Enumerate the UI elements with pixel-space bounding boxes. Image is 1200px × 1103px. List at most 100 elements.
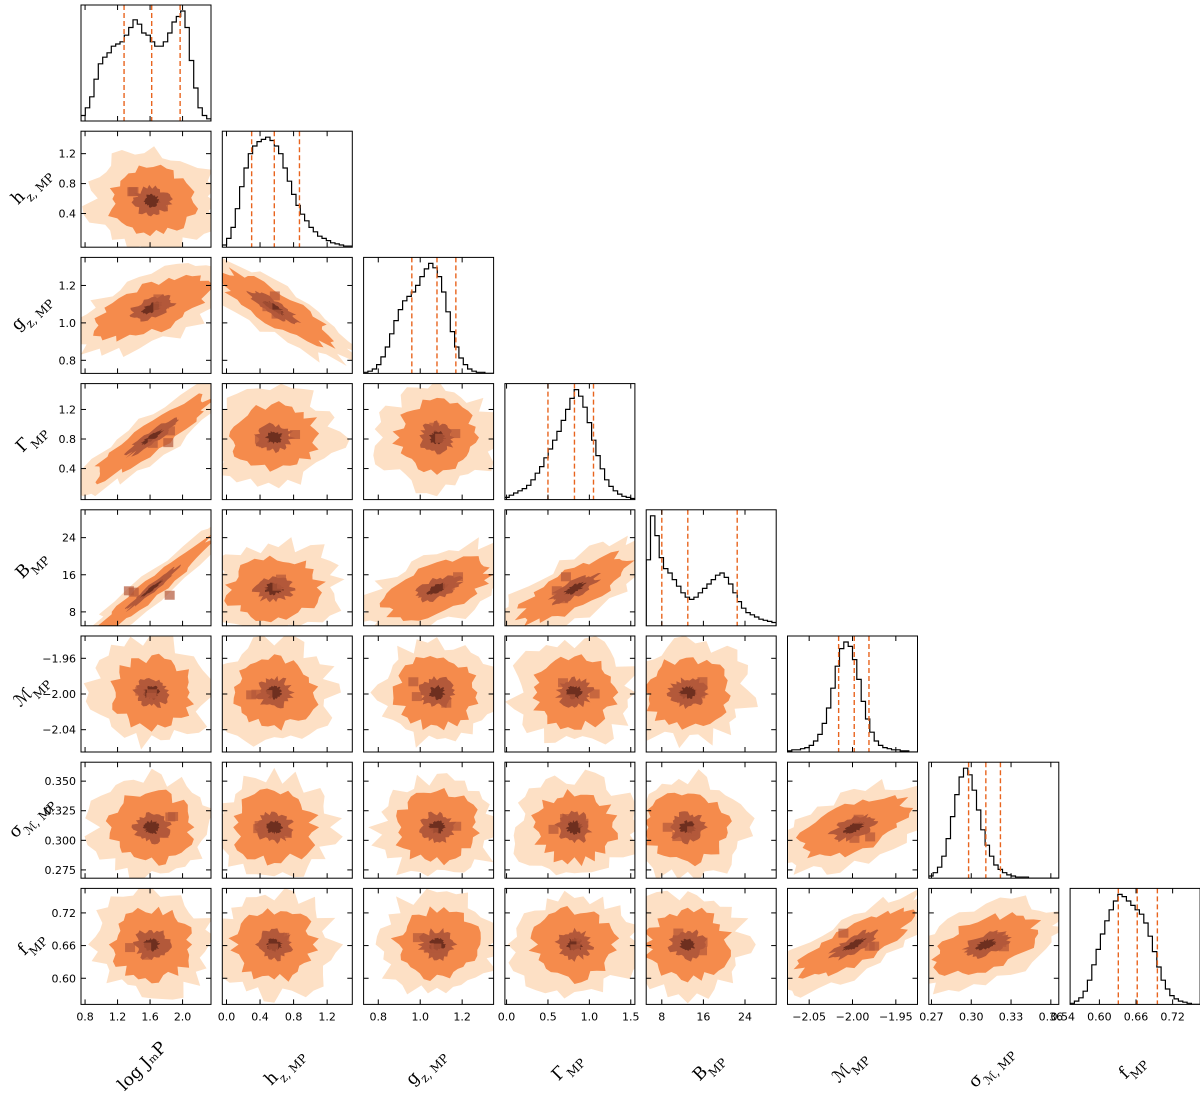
- x-tick-label: 24: [738, 1010, 752, 1023]
- density-patch: [570, 932, 581, 942]
- x-tick-label: 16: [696, 1010, 710, 1023]
- density-patch: [251, 689, 262, 699]
- density-patch: [560, 814, 571, 824]
- density-patch: [159, 299, 170, 309]
- histogram-3: [504, 389, 635, 500]
- density-patch: [560, 572, 571, 582]
- panel-frame: [504, 887, 636, 1005]
- panel-frame: [928, 761, 1060, 879]
- density-patch: [548, 824, 559, 834]
- density-patch: [142, 950, 153, 960]
- x-tick-label: −2.00: [836, 1010, 870, 1023]
- x-tick-label: 1.0: [411, 1010, 429, 1023]
- density-level-3: [143, 193, 161, 208]
- density-patch: [279, 932, 290, 942]
- density-patch: [262, 690, 273, 700]
- y-tick-label: 0.4: [59, 463, 77, 476]
- density-patch: [673, 928, 684, 938]
- density-patch: [578, 818, 589, 828]
- panel-frame: [363, 761, 495, 879]
- panel-3-0: [80, 383, 212, 501]
- density-patch: [163, 438, 174, 448]
- panel-frame: [221, 509, 353, 627]
- x-tick-label: 0.33: [999, 1010, 1024, 1023]
- x-tick-label: 0.30: [959, 1010, 984, 1023]
- y-tick-label: 1.0: [59, 317, 77, 330]
- density-patch: [442, 580, 453, 590]
- density-patch: [281, 828, 292, 838]
- x-tick-label: 0.66: [1124, 1010, 1149, 1023]
- y-tick-label: 1.2: [59, 279, 77, 292]
- panel-frame: [221, 761, 353, 879]
- y-tick-label: 0.8: [59, 354, 77, 367]
- panel-4-1: [221, 509, 353, 627]
- x-tick-label: 0.54: [1051, 1010, 1076, 1023]
- y-tick-label: 1.2: [59, 148, 77, 161]
- x-tick-label: 0.5: [539, 1010, 557, 1023]
- axis-label-4: BMP: [12, 546, 53, 587]
- y-tick-label: −2.00: [42, 688, 76, 701]
- density-patch: [451, 821, 462, 831]
- density-patch: [695, 689, 706, 699]
- panel-frame: [80, 256, 212, 374]
- panel-6-6: [928, 761, 1060, 879]
- panel-6-4: [645, 761, 777, 879]
- y-tick-label: 1.2: [59, 403, 77, 416]
- panel-frame: [221, 256, 353, 374]
- density-patch: [408, 677, 419, 687]
- density-patch: [135, 686, 146, 696]
- panel-7-2: [363, 887, 495, 1005]
- y-tick-label: −2.04: [42, 724, 76, 737]
- density-level-3: [428, 684, 446, 701]
- density-patch: [662, 822, 673, 832]
- density-patch: [435, 433, 446, 443]
- density-patch: [687, 826, 698, 836]
- density-level-3: [563, 581, 587, 595]
- density-patch: [558, 678, 569, 688]
- density-patch: [168, 811, 179, 821]
- panel-5-3: [504, 635, 636, 753]
- density-patch: [864, 941, 875, 951]
- axis-label-5: ℳMP: [828, 1046, 873, 1091]
- panel-7-5: [787, 887, 918, 1005]
- x-tick-label: 1.2: [318, 1010, 336, 1023]
- y-tick-label: 0.72: [52, 907, 77, 920]
- density-patch: [429, 422, 440, 432]
- x-tick-label: 0.27: [919, 1010, 944, 1023]
- panel-frame: [363, 383, 495, 501]
- density-level-1: [98, 534, 211, 626]
- axis-label-5: ℳMP: [10, 670, 55, 715]
- x-tick-label: 0.4: [251, 1010, 269, 1023]
- density-patch: [853, 814, 864, 824]
- panel-frame: [221, 887, 353, 1005]
- histogram-2: [363, 262, 494, 374]
- y-tick-label: 0.300: [45, 834, 77, 847]
- panel-4-3: [504, 509, 636, 627]
- panel-frame: [645, 509, 777, 627]
- x-tick-label: 0.0: [498, 1010, 516, 1023]
- y-tick-label: 24: [62, 532, 76, 545]
- panel-5-5: [787, 635, 918, 753]
- x-tick-label: 0.36: [1039, 1010, 1064, 1023]
- density-patch: [453, 572, 464, 582]
- axis-label-2: gz, MP: [7, 289, 57, 339]
- histogram-5: [787, 641, 918, 752]
- axis-label-3: ΓMP: [548, 1048, 588, 1088]
- density-patch: [996, 937, 1007, 947]
- density-patch: [423, 828, 434, 838]
- panel-5-2: [363, 635, 495, 753]
- axis-label-1: hz, MP: [7, 163, 57, 213]
- panel-6-1: [221, 761, 353, 879]
- density-patch: [153, 302, 164, 312]
- density-patch: [164, 426, 175, 436]
- panel-7-7: [1069, 887, 1200, 1005]
- x-tick-label: −2.05: [792, 1010, 826, 1023]
- density-patch: [125, 943, 136, 953]
- axis-label-3: ΓMP: [12, 420, 52, 460]
- panel-3-1: [221, 383, 353, 501]
- y-tick-label: −1.96: [42, 652, 76, 665]
- density-patch: [428, 827, 439, 837]
- density-level-3: [139, 578, 164, 599]
- density-patch: [995, 932, 1006, 942]
